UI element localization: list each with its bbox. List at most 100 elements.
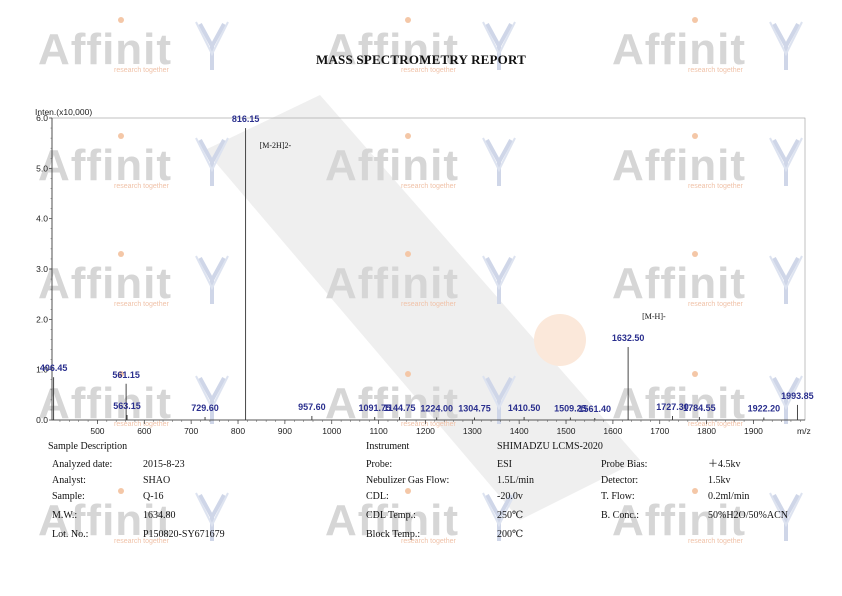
x-tick-label: 1900: [744, 426, 763, 436]
watermark-mark-icon: [769, 255, 803, 304]
instrument-label-detector: Detector:: [601, 475, 639, 486]
sample-value-analyst: SHAO: [143, 475, 171, 486]
peak-label: 1304.75: [458, 403, 491, 413]
watermark-spark: [405, 371, 411, 377]
watermark-spark: [118, 371, 124, 377]
peak-label: 406.45: [40, 363, 68, 373]
watermark-brand: Affinit: [612, 141, 746, 190]
sample-value-lot-no: P150820-SY671679: [143, 529, 225, 540]
peak-label: 1224.00: [420, 403, 453, 413]
watermark-tagline: research together: [688, 538, 744, 545]
watermark-spark: [118, 17, 124, 23]
sample-value-sample: Q-16: [143, 491, 164, 502]
watermark-brand: Affinit: [612, 496, 746, 545]
peak-label: 1091.75: [358, 403, 391, 413]
watermark-tagline: research together: [401, 421, 457, 428]
instrument-label-cdl-temp: CDL Temp.:: [366, 510, 416, 521]
sample-label-analyst: Analyst:: [52, 475, 86, 486]
report-title: MASS SPECTROMETRY REPORT: [316, 52, 526, 67]
x-tick-label: 1800: [697, 426, 716, 436]
watermark-spark: [405, 488, 411, 494]
plot-frame: [51, 117, 806, 421]
watermark-tagline: research together: [688, 301, 744, 308]
x-tick-label: 1600: [603, 426, 622, 436]
sample-label-mw: M.W.:: [52, 510, 78, 521]
watermark-mark-icon: [482, 137, 516, 186]
y-tick-label: 2.0: [36, 314, 48, 324]
watermark-brand: Affinit: [612, 259, 746, 308]
watermark-mark-icon: [195, 492, 229, 541]
watermark-mark-icon: [195, 137, 229, 186]
watermark-spark: [692, 371, 698, 377]
instrument-model: SHIMADZU LCMS-2020: [497, 441, 603, 452]
watermark-tagline: research together: [114, 301, 170, 308]
watermark-dot: [534, 314, 586, 366]
instrument-label-block-temp: Block Temp.:: [366, 529, 421, 540]
sample-value-mw: 1634.80: [143, 510, 176, 521]
y-tick-label: 4.0: [36, 214, 48, 224]
peak-label: 1727.30: [656, 402, 689, 412]
instrument-label-cdl: CDL:: [366, 491, 389, 502]
peak-label: 1784.55: [683, 403, 716, 413]
instrument-label-probe-bias: Probe Bias:: [601, 459, 648, 470]
watermark-mark-icon: [769, 137, 803, 186]
watermark-tagline: research together: [688, 67, 744, 74]
watermark-brand: Affinit: [325, 496, 459, 545]
instrument-label-t-flow: T. Flow:: [601, 491, 635, 502]
instrument-label-probe: Probe:: [366, 459, 393, 470]
x-tick-label: 1700: [650, 426, 669, 436]
watermark-spark: [692, 17, 698, 23]
x-tick-label: 700: [184, 426, 198, 436]
peak-label: 1509.25: [554, 403, 587, 413]
watermark-brand: Affinit: [325, 141, 459, 190]
x-tick-label: 1500: [557, 426, 576, 436]
peak-label: 1993.85: [781, 391, 814, 401]
watermark-brand: Affinit: [38, 141, 172, 190]
watermark-mark-icon: [195, 255, 229, 304]
watermark-mark-icon: [482, 492, 516, 541]
peak-label: 1561.40: [579, 404, 612, 414]
watermark-tagline: research together: [114, 538, 170, 545]
watermark-tagline: research together: [114, 421, 170, 428]
x-tick-label: 1000: [322, 426, 341, 436]
peak-label: 563.15: [113, 401, 141, 411]
sample-label-lot-no: Lot. No.:: [52, 529, 89, 540]
x-tick-label: 1300: [463, 426, 482, 436]
watermark-spark: [118, 133, 124, 139]
watermark-spark: [405, 251, 411, 257]
instrument-value-probe: ESI: [497, 459, 512, 470]
watermark-tagline: research together: [114, 67, 170, 74]
watermark-spark: [405, 133, 411, 139]
instrument-value-block-temp: 200℃: [497, 529, 524, 540]
y-tick-label: 5.0: [36, 163, 48, 173]
watermark-brand: Affinit: [38, 259, 172, 308]
peak-label: 816.15: [232, 114, 260, 124]
y-tick-label: 0.0: [36, 415, 48, 425]
y-axis-label: Inten.(x10,000): [35, 107, 92, 117]
x-axis-label: m/z: [797, 426, 811, 436]
watermark-tagline: research together: [401, 183, 457, 190]
watermark-tagline: research together: [688, 183, 744, 190]
sample-value-analyzed-date: 2015-8-23: [143, 459, 185, 470]
instrument-value-nebulizer: 1.5L/min: [497, 475, 534, 486]
watermark-tagline: research together: [401, 538, 457, 545]
peak-label: 561.15: [112, 370, 140, 380]
watermark-spark: [692, 488, 698, 494]
watermark-tagline: research together: [401, 67, 457, 74]
instrument-label-nebulizer: Nebulizer Gas Flow:: [366, 475, 450, 486]
watermark-spark: [405, 17, 411, 23]
watermark-tagline: research together: [401, 301, 457, 308]
y-tick-label: 6.0: [36, 113, 48, 123]
mass-spectrum-chart: 0.0 1.0 2.0 3.0 4.0 5.0 6.0 500 600 700 800 900 1000…: [35, 107, 814, 436]
sample-label-sample: Sample:: [52, 491, 85, 502]
watermark-brand: Affinit: [612, 25, 746, 74]
x-tick-label: 800: [231, 426, 245, 436]
x-tick-label: 1200: [416, 426, 435, 436]
watermark-tagline: research together: [114, 183, 170, 190]
watermark-mark-icon: [482, 21, 516, 70]
x-tick-label: 1100: [369, 426, 388, 436]
watermark-mark-icon: [769, 21, 803, 70]
watermark-spark: [118, 251, 124, 257]
watermark-tagline: research together: [688, 421, 744, 428]
peak-label: 729.60: [191, 403, 219, 413]
